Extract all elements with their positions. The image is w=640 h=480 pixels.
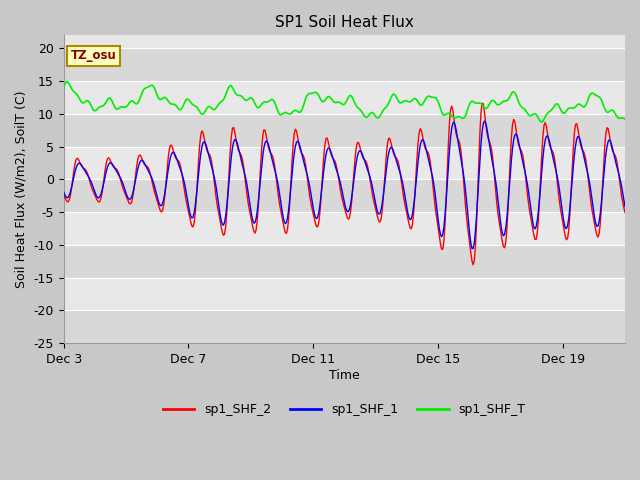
Line: sp1_SHF_2: sp1_SHF_2 — [63, 103, 625, 264]
sp1_SHF_1 — [621, 204, 629, 209]
Legend: sp1_SHF_2, sp1_SHF_1, sp1_SHF_T: sp1_SHF_2, sp1_SHF_1, sp1_SHF_T — [158, 398, 531, 421]
Bar — [63, 146, 625, 180]
Bar — [63, 114, 625, 146]
sp1_SHF_2 — [394, 158, 402, 164]
X-axis label: Time: Time — [329, 369, 360, 382]
sp1_SHF_1 — [468, 246, 476, 252]
sp1_SHF_1 — [364, 167, 371, 172]
sp1_SHF_1 — [522, 174, 530, 180]
Bar — [63, 212, 625, 245]
sp1_SHF_1 — [481, 118, 488, 124]
Bar — [63, 48, 625, 81]
sp1_SHF_2 — [60, 192, 67, 198]
Line: sp1_SHF_1: sp1_SHF_1 — [63, 121, 625, 249]
sp1_SHF_1 — [610, 151, 618, 156]
Bar — [63, 310, 625, 343]
Bar — [63, 180, 625, 212]
sp1_SHF_2 — [610, 150, 618, 156]
Bar — [63, 81, 625, 114]
sp1_SHF_T — [328, 96, 335, 102]
Title: SP1 Soil Heat Flux: SP1 Soil Heat Flux — [275, 15, 414, 30]
Bar — [63, 277, 625, 310]
sp1_SHF_2 — [478, 100, 486, 106]
sp1_SHF_T — [63, 79, 71, 84]
sp1_SHF_2 — [330, 156, 337, 162]
sp1_SHF_T — [538, 119, 545, 125]
sp1_SHF_T — [621, 116, 629, 122]
sp1_SHF_T — [60, 84, 67, 90]
sp1_SHF_1 — [326, 147, 334, 153]
sp1_SHF_T — [331, 99, 339, 105]
sp1_SHF_2 — [469, 262, 477, 267]
sp1_SHF_2 — [326, 148, 334, 154]
sp1_SHF_T — [610, 108, 618, 114]
sp1_SHF_1 — [60, 189, 67, 195]
sp1_SHF_1 — [330, 158, 337, 164]
sp1_SHF_2 — [522, 178, 530, 184]
Line: sp1_SHF_T: sp1_SHF_T — [63, 82, 625, 122]
sp1_SHF_1 — [394, 163, 402, 168]
Y-axis label: Soil Heat Flux (W/m2), SoilT (C): Soil Heat Flux (W/m2), SoilT (C) — [15, 90, 28, 288]
Bar — [63, 245, 625, 277]
sp1_SHF_T — [395, 99, 403, 105]
sp1_SHF_2 — [364, 163, 371, 168]
sp1_SHF_T — [365, 113, 372, 119]
sp1_SHF_2 — [621, 210, 629, 216]
sp1_SHF_T — [521, 107, 529, 112]
Text: TZ_osu: TZ_osu — [70, 49, 116, 62]
